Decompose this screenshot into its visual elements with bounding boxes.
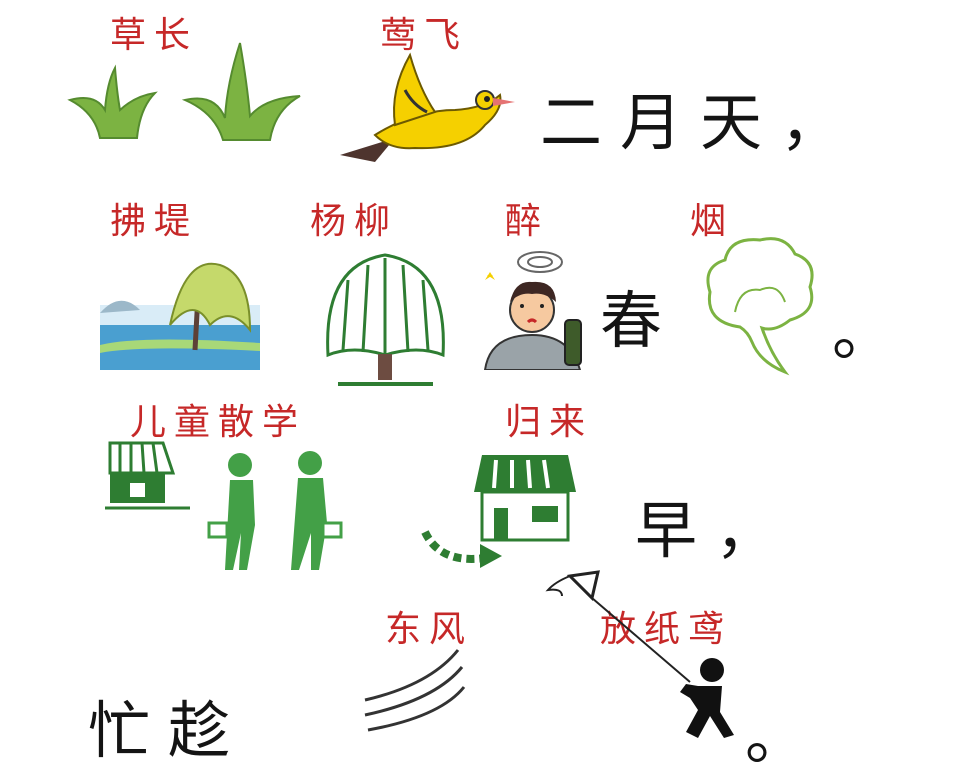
grass-icon xyxy=(65,38,305,143)
label-oriole-flies: 莺飞 xyxy=(380,15,469,56)
smoke-icon xyxy=(700,232,820,382)
label-brush-bank: 拂堤 xyxy=(110,201,199,242)
label-grass-grows: 草长 xyxy=(110,15,199,56)
label-drunk: 醉 xyxy=(505,201,550,242)
wind-lines-icon xyxy=(360,645,470,735)
spring-text: 春 xyxy=(600,284,681,357)
kite-runner-icon xyxy=(540,570,735,740)
drunk-man-icon xyxy=(470,240,600,370)
label-fly-kites: 放纸鸢 xyxy=(600,609,733,650)
busy-text: 忙趁 xyxy=(88,694,249,767)
label-return: 归来 xyxy=(505,402,594,443)
label-smoke: 烟 xyxy=(690,201,735,242)
line3-text: 早， xyxy=(635,494,796,567)
return-arrow-icon xyxy=(420,522,510,572)
willow-tree-icon xyxy=(318,250,453,390)
line2-period: 。 xyxy=(832,296,913,369)
oriole-bird-icon xyxy=(335,50,520,170)
label-willows: 杨柳 xyxy=(310,201,399,242)
house-icon xyxy=(470,450,580,545)
line1-text: 二月天， xyxy=(540,86,861,159)
line4-period: 。 xyxy=(745,700,826,773)
school-building-icon xyxy=(105,438,190,516)
willow-by-lake-icon xyxy=(100,255,260,370)
label-east-wind: 东风 xyxy=(385,609,474,650)
label-children-school-out: 儿童散学 xyxy=(130,402,307,443)
walking-children-icon xyxy=(195,445,350,575)
